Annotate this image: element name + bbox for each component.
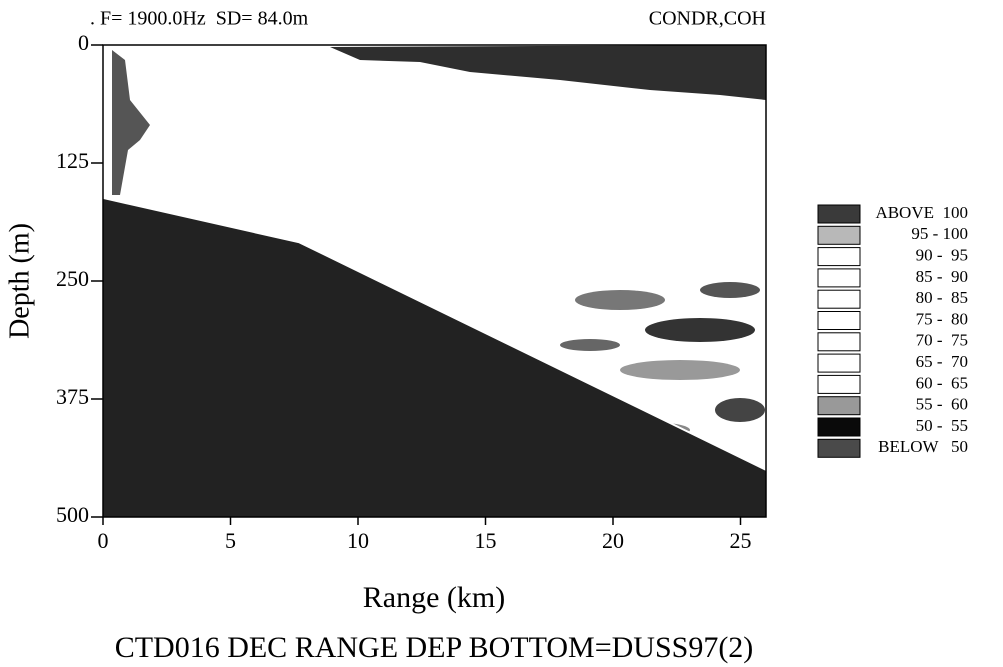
legend-swatch [817, 417, 861, 437]
legend-label: 50 - 55 [916, 416, 968, 435]
y-axis-label: Depth (m) [4, 223, 35, 339]
y-tick-label: 250 [56, 266, 89, 291]
patch [575, 290, 665, 310]
legend-label: 80 - 85 [916, 288, 968, 307]
legend-label: 90 - 95 [916, 246, 968, 265]
bottom-line [102, 196, 767, 471]
x-axis-label: Range (km) [363, 581, 505, 614]
y-tick-label: 375 [56, 384, 89, 409]
legend-label: 60 - 65 [916, 373, 968, 392]
y-tick-label: 125 [56, 148, 89, 173]
y-tick-label: 0 [78, 30, 89, 55]
title-right: CONDR,COH [649, 8, 766, 30]
legend-swatch [817, 204, 861, 224]
legend-swatch [817, 374, 861, 394]
legend-label: 75 - 80 [916, 309, 968, 328]
x-tick-label: 20 [602, 528, 624, 553]
legend-label: BELOW 50 [878, 437, 968, 456]
legend-swatch [817, 353, 861, 373]
legend-swatch [817, 268, 861, 288]
x-tick-label: 10 [347, 528, 369, 553]
legend-swatch [817, 289, 861, 309]
x-tick-label: 5 [225, 528, 236, 553]
y-tick-label: 500 [56, 502, 89, 527]
patch [645, 318, 755, 342]
legend-label: 85 - 90 [916, 267, 968, 286]
legend-label: 95 - 100 [911, 224, 968, 243]
legend-label: 70 - 75 [916, 331, 968, 350]
legend-swatch [817, 396, 861, 416]
legend-swatch [817, 225, 861, 245]
caption: CTD016 DEC RANGE DEP BOTTOM=DUSS97(2) [115, 631, 754, 664]
patch [700, 282, 760, 298]
x-tick-label: 0 [98, 528, 109, 553]
legend-label: ABOVE 100 [875, 203, 968, 222]
x-tick-label: 25 [730, 528, 752, 553]
source-plume [112, 50, 150, 195]
surface-band [330, 45, 766, 100]
legend-swatch [817, 332, 861, 352]
patch [560, 339, 620, 351]
x-tick-label: 15 [475, 528, 497, 553]
legend-swatch [817, 311, 861, 330]
legend-swatch [817, 438, 861, 458]
seabed [103, 197, 766, 518]
legend-label: 55 - 60 [916, 395, 968, 414]
patch [715, 398, 765, 422]
patch [620, 360, 740, 380]
legend-label: 65 - 70 [916, 352, 968, 371]
title-left: . F= 1900.0Hz SD= 84.0m [90, 8, 309, 30]
legend-swatch [817, 247, 861, 267]
